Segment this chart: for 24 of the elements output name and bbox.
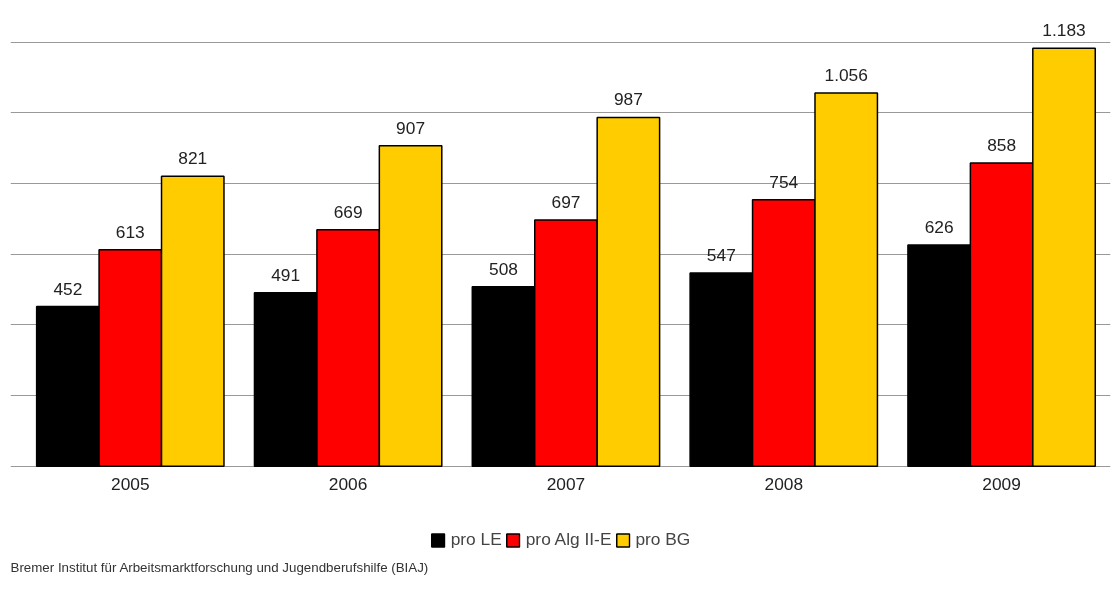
data-label: 1.056 [824,65,868,86]
data-label: 547 [706,244,736,265]
data-label: 754 [769,171,799,192]
data-label: 508 [489,258,518,279]
data-label: 669 [333,201,363,222]
data-label: 697 [551,191,581,212]
x-tick-label: 2006 [328,474,368,495]
data-label: 626 [924,217,954,238]
text: Bremer Institut für Arbeitsmarktforschung und Jugendberufshilfe (BIAJ) [10,559,429,575]
x-tick-label: 2009 [982,474,1021,495]
data-label: 858 [987,135,1017,156]
legend-label: pro Alg II-E [525,529,612,550]
data-label: 821 [178,148,208,169]
data-label: 1.183 [1042,20,1086,41]
data-label: 491 [271,264,301,285]
x-tick-label: 2005 [111,474,150,495]
data-label: 987 [613,89,643,110]
legend-label: pro LE [450,529,502,550]
legend-label: pro BG [635,529,691,550]
x-tick-label: 2007 [546,474,586,495]
x-tick-label: 2008 [764,474,804,495]
data-label: 613 [115,221,145,242]
data-label: 907 [396,117,426,138]
data-label: 452 [53,278,83,299]
